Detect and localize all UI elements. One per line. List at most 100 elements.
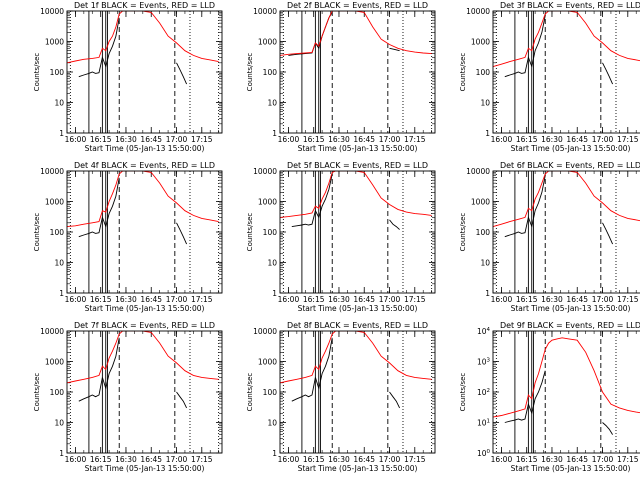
y-tick-label: 1 [272,449,277,458]
panel-title: Det 8f BLACK = Events, RED = LLD [287,321,428,330]
panel-title: Det 2f BLACK = Events, RED = LLD [287,1,428,10]
y-tick-label: 100 [263,228,278,237]
panel-title: Det 9f BLACK = Events, RED = LLD [500,321,640,330]
x-tick-label: 16:30 [115,295,137,304]
x-tick-label: 17:15 [404,135,426,144]
x-axis-label: Start Time (05-Jan-13 15:50:00) [511,304,631,313]
x-tick-label: 16:30 [328,295,350,304]
y-tick-label: 10 [54,419,64,428]
x-tick-label: 17:15 [191,135,213,144]
y-tick-label: 10000 [253,167,277,176]
y-tick-label: 100 [476,228,491,237]
series-line-events [504,175,546,238]
y-tick-label: 103 [477,358,491,367]
y-tick-label: 10 [267,419,277,428]
y-tick-label: 10 [480,259,490,268]
x-tick-label: 16:30 [541,455,563,464]
x-tick-label: 16:15 [303,455,325,464]
plot-frame [279,10,436,134]
x-tick-label: 16:30 [541,135,563,144]
x-tick-label: 17:00 [166,455,188,464]
series-line-lld [280,331,432,384]
x-tick-label: 16:45 [566,135,588,144]
series-line-events [389,391,401,409]
x-tick-label: 17:15 [617,455,639,464]
x-tick-label: 17:00 [379,135,401,144]
x-tick-label: 17:00 [592,135,614,144]
x-tick-label: 17:15 [404,455,426,464]
y-tick-label: 10 [54,99,64,108]
series-line-events [602,422,613,435]
x-tick-label: 16:00 [65,295,87,304]
y-axis-label: Counts/sec [459,53,467,92]
y-tick-label: 10000 [40,7,64,16]
panel-title: Det 6f BLACK = Events, RED = LLD [500,161,640,170]
y-axis-label: Counts/sec [246,373,254,412]
x-tick-label: 16:45 [566,455,588,464]
panel-title: Det 3f BLACK = Events, RED = LLD [500,1,640,10]
y-tick-label: 101 [477,419,490,428]
series-line-lld [280,11,432,56]
panel-5: Det 5f BLACK = Events, RED = LLD 1 10 100 10… [246,161,436,313]
series-line-lld [67,331,219,384]
plot-frame [66,330,223,454]
panel-2: Det 2f BLACK = Events, RED = LLD 1 10 100 10… [246,1,436,153]
x-tick-label: 17:00 [166,135,188,144]
x-tick-label: 16:15 [303,295,325,304]
x-tick-label: 17:00 [379,455,401,464]
y-tick-label: 1 [59,449,64,458]
y-tick-label: 1 [59,129,64,138]
panel-6: Det 6f BLACK = Events, RED = LLD 1 10 100 10… [459,161,640,313]
y-tick-label: 1 [272,129,277,138]
x-tick-label: 16:00 [491,295,513,304]
panel-title: Det 5f BLACK = Events, RED = LLD [287,161,428,170]
x-tick-label: 16:45 [353,135,375,144]
x-tick-label: 16:00 [491,135,513,144]
series-line-events [291,337,333,402]
y-tick-label: 104 [477,327,491,336]
x-tick-label: 17:15 [404,295,426,304]
x-tick-label: 16:15 [90,455,112,464]
y-tick-label: 100 [50,68,65,77]
series-line-lld [493,11,640,68]
y-tick-label: 10000 [466,167,490,176]
x-tick-label: 17:15 [191,455,213,464]
y-tick-label: 10000 [253,327,277,336]
x-axis-label: Start Time (05-Jan-13 15:50:00) [298,464,418,473]
series-line-events [504,370,546,423]
x-tick-label: 16:45 [353,295,375,304]
x-tick-label: 16:30 [115,135,137,144]
plot-frame [492,170,640,294]
y-axis-label: Counts/sec [459,213,467,252]
x-axis-label: Start Time (05-Jan-13 15:50:00) [511,464,631,473]
y-tick-label: 1000 [45,198,64,207]
y-tick-label: 1000 [45,38,64,47]
x-tick-label: 17:15 [617,135,639,144]
plot-frame [66,170,223,294]
y-tick-label: 1000 [45,358,64,367]
x-tick-label: 16:00 [65,455,87,464]
y-tick-label: 10 [54,259,64,268]
panel-7: Det 7f BLACK = Events, RED = LLD 1 10 100 10… [33,321,223,473]
panel-1: Det 1f BLACK = Events, RED = LLD 1 10 100 10… [33,1,223,153]
x-tick-label: 16:30 [328,135,350,144]
y-axis-label: Counts/sec [459,373,467,412]
x-axis-label: Start Time (05-Jan-13 15:50:00) [298,304,418,313]
y-tick-label: 1 [59,289,64,298]
x-tick-label: 17:15 [617,295,639,304]
y-tick-label: 10000 [466,7,490,16]
x-axis-label: Start Time (05-Jan-13 15:50:00) [85,144,205,153]
y-tick-label: 10000 [253,7,277,16]
series-line-events [602,222,614,245]
x-tick-label: 16:45 [140,135,162,144]
y-tick-label: 10 [267,99,277,108]
series-line-events [176,62,188,85]
panel-title: Det 4f BLACK = Events, RED = LLD [74,161,215,170]
panel-title: Det 7f BLACK = Events, RED = LLD [74,321,215,330]
x-tick-label: 16:30 [115,455,137,464]
series-line-events [389,47,400,52]
x-axis-label: Start Time (05-Jan-13 15:50:00) [511,144,631,153]
y-tick-label: 100 [476,68,491,77]
x-tick-label: 16:00 [278,295,300,304]
